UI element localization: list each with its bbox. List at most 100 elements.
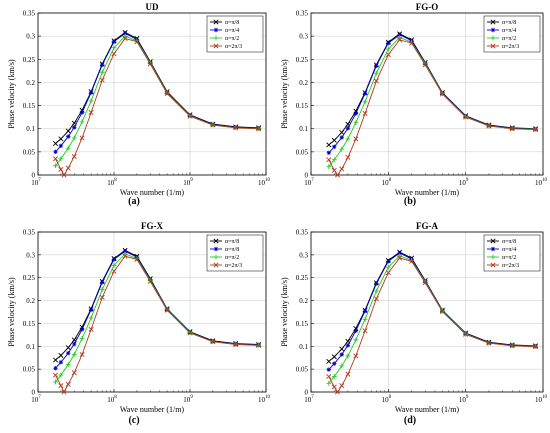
series-line	[328, 34, 536, 154]
x-tick-base: 10	[31, 396, 39, 404]
y-tick-label: 0.1	[299, 125, 308, 133]
data-point	[53, 379, 58, 385]
y-tick-label: 0.05	[23, 148, 36, 156]
data-point	[334, 172, 340, 178]
data-point	[463, 331, 469, 337]
data-point	[490, 43, 496, 49]
x-tick-label: 109	[459, 395, 469, 404]
data-point	[65, 381, 71, 387]
data-point	[486, 340, 492, 346]
data-point	[233, 341, 239, 347]
x-tick-exponent: 9	[190, 178, 193, 183]
data-point	[397, 32, 402, 37]
data-point	[331, 384, 337, 390]
x-tick-base: 10	[304, 179, 312, 187]
data-point	[326, 373, 332, 379]
data-point	[99, 69, 105, 75]
y-tick-label: 0.25	[23, 56, 36, 64]
x-tick-label: 109	[183, 178, 193, 187]
y-tick-label: 0	[305, 389, 309, 397]
data-point	[386, 40, 391, 46]
data-point	[422, 280, 428, 286]
data-point	[65, 362, 71, 367]
x-tick-exponent: 8	[389, 178, 392, 183]
y-tick-label: 0.2	[299, 79, 308, 87]
y-tick-label: 0.2	[26, 297, 35, 305]
x-tick-exponent: 9	[190, 395, 193, 400]
y-tick-label: 0.05	[296, 366, 309, 374]
data-point	[111, 39, 117, 44]
data-point	[331, 157, 337, 163]
data-point	[122, 253, 128, 259]
data-point	[99, 77, 105, 83]
y-tick-label: 0.1	[26, 125, 35, 133]
data-point	[111, 51, 117, 57]
legend-entry: α=π/8	[225, 20, 239, 26]
x-tick-base: 10	[107, 179, 115, 187]
x-tick-base: 10	[459, 179, 467, 187]
x-tick-exponent: 8	[114, 395, 117, 400]
data-point	[147, 61, 153, 67]
legend-entry: α=π/8	[502, 239, 516, 245]
data-point	[334, 389, 340, 395]
data-point	[331, 374, 337, 379]
data-point	[233, 125, 239, 131]
data-point	[213, 19, 219, 25]
panel-label: (c)	[128, 415, 139, 426]
legend-entry: α=π/8	[225, 247, 239, 253]
legend-entry: α=2π/3	[502, 263, 519, 269]
data-point	[52, 372, 59, 378]
panel-label: (a)	[128, 196, 140, 207]
data-point	[353, 353, 359, 359]
data-point	[490, 246, 496, 252]
x-tick-label: 109	[183, 395, 193, 404]
data-point	[345, 126, 351, 131]
data-point	[256, 342, 262, 348]
legend-entry: α=2π/3	[502, 44, 519, 50]
y-tick-label: 0.2	[299, 297, 308, 305]
data-point	[397, 250, 402, 256]
x-tick-exponent: 10	[542, 178, 548, 183]
y-tick-label: 0.35	[296, 229, 309, 237]
data-point	[256, 126, 262, 132]
x-tick-base: 10	[183, 179, 191, 187]
data-point	[111, 257, 117, 262]
y-axis-label: Phase velocity (km/s)	[7, 277, 16, 347]
data-point	[362, 308, 368, 314]
data-point	[326, 142, 332, 148]
data-point	[362, 316, 368, 322]
data-point	[147, 278, 153, 284]
panel-label: (d)	[404, 415, 416, 426]
x-tick-label: 107	[31, 395, 41, 404]
data-point	[88, 109, 94, 116]
x-tick-base: 10	[258, 396, 266, 404]
data-point	[397, 253, 403, 259]
data-point	[385, 46, 391, 52]
data-point	[122, 35, 128, 41]
legend-entry: α=π/4	[225, 28, 239, 34]
x-tick-base: 10	[183, 396, 191, 404]
data-point	[88, 307, 94, 312]
x-tick-exponent: 8	[389, 395, 392, 400]
data-point	[111, 45, 117, 51]
data-point	[345, 154, 351, 160]
data-point	[61, 172, 67, 178]
data-point	[331, 354, 337, 360]
axes-frame	[37, 231, 267, 393]
x-tick-label: 107	[304, 395, 314, 404]
x-tick-exponent: 7	[38, 178, 41, 183]
data-point	[72, 341, 77, 347]
data-point	[66, 350, 71, 356]
x-tick-exponent: 7	[311, 178, 314, 183]
axes-frame	[310, 12, 544, 176]
data-point	[71, 135, 77, 141]
data-point	[213, 254, 219, 260]
data-point	[111, 268, 117, 274]
x-tick-label: 1010	[258, 178, 271, 187]
data-point	[71, 352, 77, 357]
series-line	[55, 253, 259, 383]
axes-frame	[37, 12, 267, 176]
data-point	[385, 264, 391, 270]
data-point	[386, 259, 391, 264]
